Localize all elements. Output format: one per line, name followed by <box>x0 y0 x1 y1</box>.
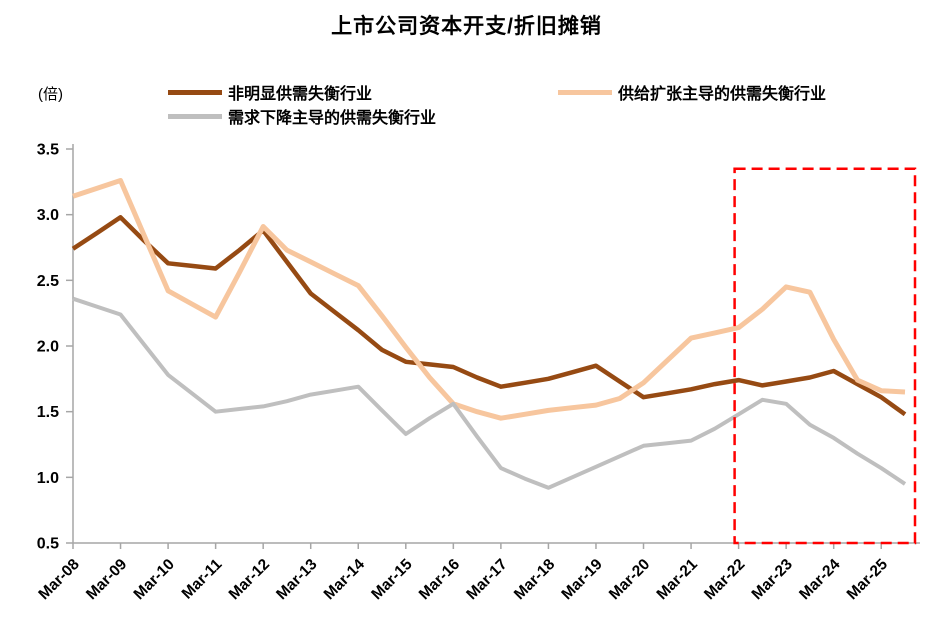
x-tick-label: Mar-20 <box>606 556 653 603</box>
highlight-box <box>733 167 917 545</box>
x-tick-label: Mar-25 <box>844 556 892 604</box>
y-tick-label: 0.5 <box>37 536 59 553</box>
legend-swatch-gray <box>168 113 222 119</box>
legend-swatch-peach <box>558 89 612 95</box>
legend-label: 非明显供需失衡行业 <box>228 86 373 103</box>
legend-swatch-brown <box>168 89 222 95</box>
legend-item-non-obvious-imbalance: 非明显供需失衡行业 <box>168 80 372 104</box>
x-tick-label: Mar-16 <box>416 556 464 604</box>
y-tick-label: 2.5 <box>37 273 59 290</box>
legend-item-supply-expansion-imbalance: 供给扩张主导的供需失衡行业 <box>558 80 826 104</box>
x-tick-label: Mar-17 <box>463 556 510 603</box>
y-tick-label: 2.0 <box>37 339 59 356</box>
x-tick-label: Mar-14 <box>321 556 369 604</box>
series-line-1 <box>72 178 906 421</box>
legend-item-demand-decline-imbalance: 需求下降主导的供需失衡行业 <box>168 104 436 128</box>
x-tick-label: Mar-15 <box>368 556 416 604</box>
x-tick-label: Mar-24 <box>796 556 844 604</box>
x-tick-label: Mar-13 <box>273 556 321 604</box>
x-tick-label: Mar-08 <box>35 556 83 604</box>
y-tick-label: 3.0 <box>37 207 59 224</box>
y-tick-label: 1.0 <box>37 470 59 487</box>
legend-label: 需求下降主导的供需失衡行业 <box>228 110 437 127</box>
y-axis-unit-label: (倍) <box>38 86 63 103</box>
x-tick-label: Mar-11 <box>179 556 226 603</box>
x-tick-label: Mar-23 <box>749 556 797 604</box>
x-tick-label: Mar-19 <box>558 556 606 604</box>
series-line-0 <box>71 215 907 417</box>
x-tick-label: Mar-10 <box>131 556 178 603</box>
x-tick-label: Mar-12 <box>226 556 273 603</box>
legend-label: 供给扩张主导的供需失衡行业 <box>618 86 827 103</box>
y-tick-label: 1.5 <box>37 404 59 421</box>
chart-title: 上市公司资本开支/折旧摊销 <box>331 15 602 38</box>
x-tick-label: Mar-18 <box>511 556 559 604</box>
x-tick-label: Mar-21 <box>654 556 702 604</box>
x-tick-label: Mar-22 <box>701 556 748 603</box>
y-tick-label: 3.5 <box>37 142 59 159</box>
x-tick-label: Mar-09 <box>83 556 131 604</box>
series-line-2 <box>72 296 907 490</box>
